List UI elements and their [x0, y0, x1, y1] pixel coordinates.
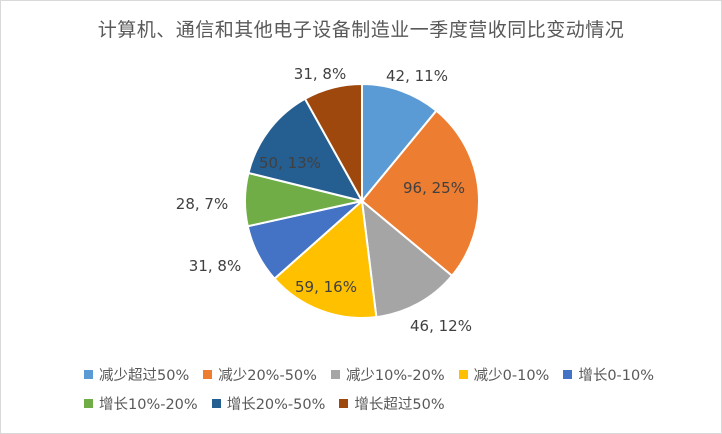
chart-title: 计算机、通信和其他电子设备制造业一季度营收同比变动情况: [97, 19, 625, 41]
legend-swatch: [458, 370, 468, 379]
legend-swatch: [211, 399, 221, 408]
legend-item: 减少0-10%: [458, 364, 550, 385]
pie-slice: [360, 109, 480, 278]
legend-swatch: [84, 399, 93, 408]
data-label: 42, 11%: [386, 67, 448, 85]
legend-swatch: [84, 370, 93, 379]
pie-slice: [361, 82, 438, 204]
data-label: 50, 13%: [259, 154, 321, 172]
data-label: 46, 12%: [410, 317, 472, 335]
legend-swatch: [339, 399, 349, 408]
chart-legend: 减少超过50% 减少20%-50% 减少10%-20% 减少0-10% 增长0-10% 增…: [84, 364, 664, 414]
legend-swatch: [203, 370, 213, 379]
legend-label: 增长20%-50%: [226, 397, 326, 413]
legend-label: 减少超过50%: [99, 368, 190, 384]
legend-label: 减少10%-20%: [345, 368, 445, 384]
legend-item: 增长超过50%: [339, 393, 445, 414]
pie-slice: [360, 198, 454, 319]
legend-item: 减少10%-20%: [330, 364, 445, 385]
data-label: 96, 25%: [403, 179, 465, 197]
legend-item: 增长10%-20%: [84, 393, 198, 414]
data-label: 28, 7%: [176, 195, 228, 213]
legend-item: 减少超过50%: [84, 364, 189, 385]
legend-label: 增长超过50%: [354, 397, 445, 413]
legend-item: 增长0-10%: [563, 364, 654, 385]
legend-item: 减少20%-50%: [203, 364, 317, 385]
legend-label: 增长0-10%: [578, 368, 655, 384]
pie-slice: [247, 97, 364, 203]
legend-swatch: [563, 370, 573, 379]
data-label: 31, 8%: [189, 257, 241, 275]
data-label: 31, 8%: [294, 65, 346, 83]
pie-slice: [273, 198, 378, 319]
legend-swatch: [330, 370, 340, 379]
data-label: 59, 16%: [295, 278, 357, 296]
legend-label: 减少20%-50%: [218, 368, 317, 384]
pie-slice: [303, 82, 363, 205]
legend-label: 减少0-10%: [473, 368, 550, 384]
legend-label: 增长10%-20%: [99, 397, 198, 413]
legend-item: 增长20%-50%: [211, 393, 326, 414]
